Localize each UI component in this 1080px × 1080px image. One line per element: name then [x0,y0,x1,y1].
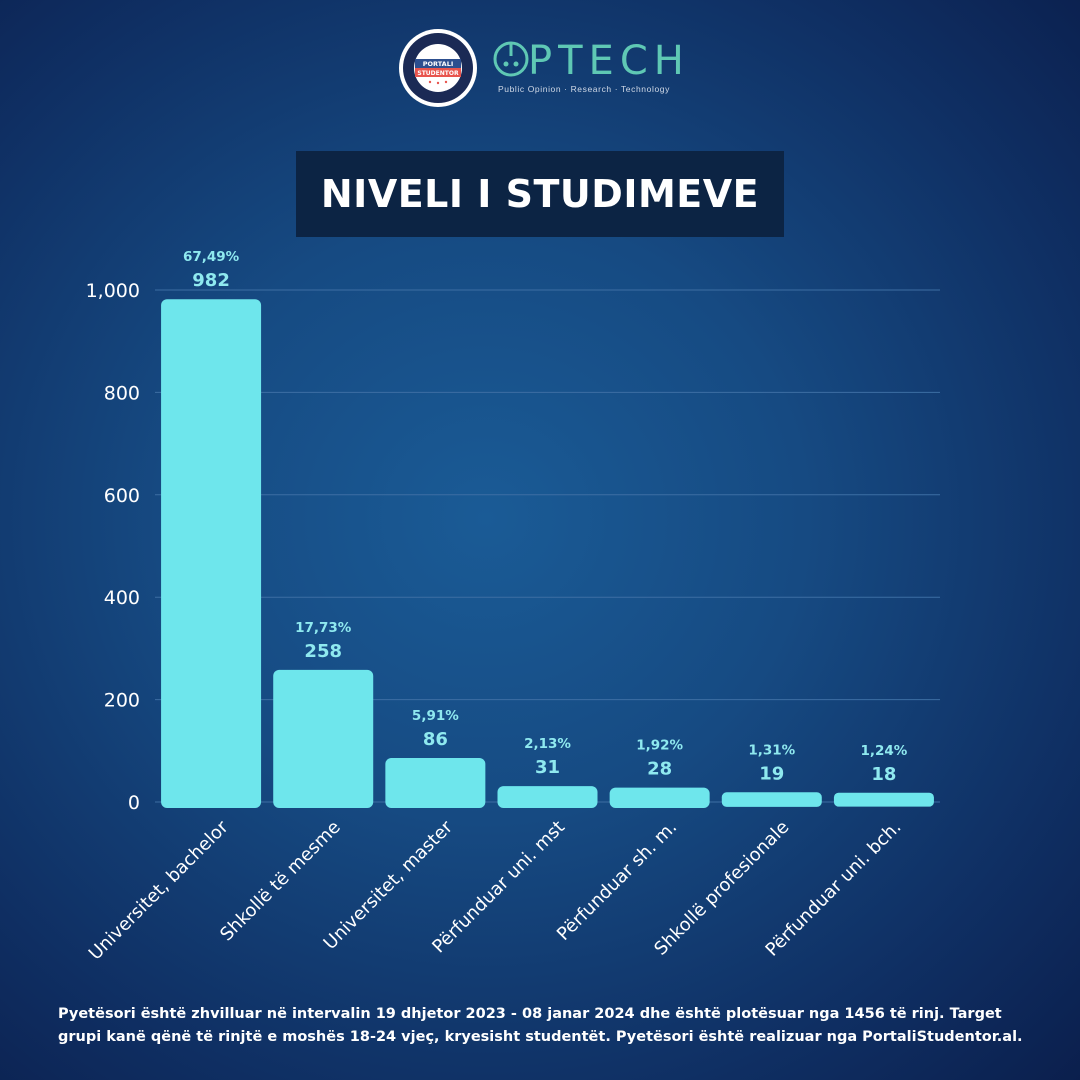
x-category-label: Universitet, bachelor [85,816,233,964]
bar-percent-label: 1,92% [636,738,683,754]
bar-value-label: 19 [759,763,784,784]
bar-value-label: 31 [535,757,560,778]
y-tick-label: 0 [128,792,140,814]
bar [609,787,710,808]
optech-o-icon [493,41,529,77]
x-category-label: Shkollë të mesme [216,817,345,946]
bar [833,792,934,807]
portali-studentor-logo: PORTALI STUDENTOR [399,29,477,107]
svg-text:PORTALI: PORTALI [423,60,454,68]
bar-percent-label: 2,13% [524,736,571,752]
bar [161,299,262,808]
bar [721,792,822,807]
y-tick-label: 800 [104,382,140,404]
x-category-label: Përfunduar sh. m. [553,817,681,945]
bar-percent-label: 67,49% [183,249,240,265]
survey-footnote: Pyetësori është zhvilluar në intervalin … [58,1006,1023,1045]
bar-chart: 0 200 400 600 800 1,000 982 67,49% Universitet, … [85,249,940,964]
bar-value-label: 982 [192,270,230,291]
bar-percent-label: 17,73% [295,620,352,636]
chart-title-box: NIVELI I STUDIMEVE [296,151,784,237]
bar [385,757,486,808]
y-tick-label: 600 [104,485,140,507]
optech-logo: PTECH Public Opinion · Research · Techno… [490,36,690,106]
bar-percent-label: 1,31% [748,742,795,758]
baseline-mask [155,802,940,812]
y-tick-label: 200 [104,690,140,712]
bar [497,786,598,808]
bar-value-label: 86 [423,729,448,750]
bar-value-label: 258 [304,641,342,662]
optech-tagline: Public Opinion · Research · Technology [498,84,670,94]
svg-text:STUDENTOR: STUDENTOR [417,70,459,77]
optech-wordmark: PTECH [528,38,690,84]
chart-title: NIVELI I STUDIMEVE [320,172,760,216]
bar-value-label: 28 [647,759,672,780]
bar [273,669,374,808]
bar-value-label: 18 [871,764,896,785]
y-tick-label: 400 [104,587,140,609]
logos: PORTALI STUDENTOR PTECH Public Opinion ·… [0,22,1080,112]
bar-percent-label: 5,91% [412,708,459,724]
y-tick-label: 1,000 [86,280,140,302]
bar-percent-label: 1,24% [861,743,908,759]
